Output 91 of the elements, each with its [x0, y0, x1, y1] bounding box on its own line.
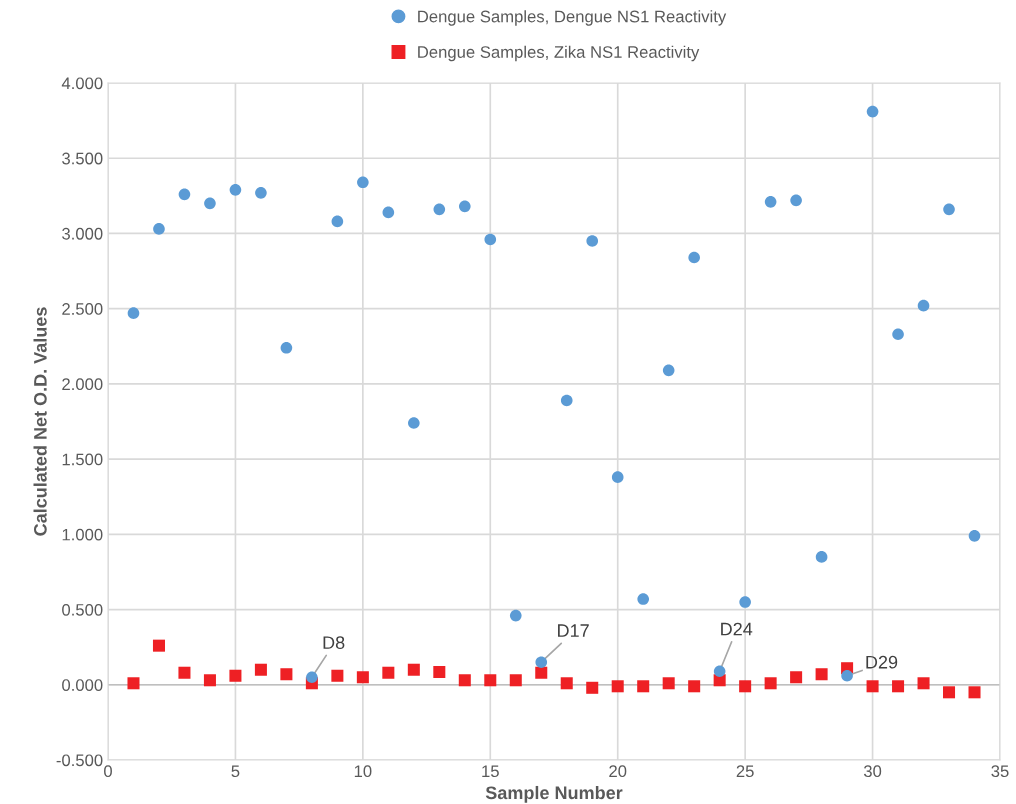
x-tick-label: 25 [736, 765, 754, 778]
point [968, 686, 981, 699]
point [586, 235, 599, 247]
annotation: D17 [558, 624, 589, 637]
point [152, 639, 165, 652]
y-axis-title: Calculated Net O.D. Values [33, 307, 47, 536]
point [255, 187, 267, 199]
y-tick-label: 1.500 [62, 453, 103, 466]
point [764, 196, 777, 208]
point [968, 530, 981, 542]
annotation: D24 [721, 622, 753, 636]
point [611, 680, 624, 693]
point [484, 233, 497, 246]
x-axis-title: Sample Number [485, 785, 623, 803]
y-tick-label: 2.500 [62, 303, 103, 315]
point [203, 674, 216, 687]
point [637, 680, 650, 693]
point [127, 307, 140, 319]
point [509, 674, 522, 687]
point [127, 677, 140, 690]
point [586, 681, 599, 694]
point [943, 203, 955, 216]
point [943, 686, 956, 699]
legend-label: Dengue Samples, Dengue NS1 Reactivity [418, 10, 727, 26]
point [841, 669, 853, 682]
point [178, 666, 191, 679]
point [892, 680, 905, 693]
point [458, 674, 471, 687]
point [153, 223, 165, 235]
point [560, 394, 573, 407]
point [280, 668, 293, 681]
point [382, 206, 395, 219]
point [688, 251, 700, 264]
point [611, 471, 624, 483]
point [637, 593, 650, 605]
point [204, 197, 216, 210]
y-tick-label: 2.000 [62, 378, 103, 391]
legend-label: Dengue Samples, Zika NS1 Reactivity [418, 45, 700, 62]
point [357, 176, 369, 189]
point [356, 671, 369, 684]
y-tick-label: 3.000 [62, 227, 103, 240]
x-tick-label: 35 [991, 765, 1009, 778]
point [331, 215, 344, 228]
point [892, 328, 904, 341]
point [535, 656, 548, 669]
point [484, 674, 497, 687]
x-tick-label: 30 [863, 765, 882, 778]
y-tick-label: -0.500 [56, 754, 103, 767]
point [790, 194, 802, 207]
point [790, 671, 803, 684]
y-tick-label: 1.000 [62, 528, 103, 541]
point [560, 677, 573, 690]
x-tick-label: 15 [482, 765, 499, 778]
point [229, 669, 242, 682]
point [866, 680, 879, 693]
point [458, 200, 471, 213]
point [662, 364, 675, 377]
y-tick-label: 0.500 [62, 603, 103, 616]
point [433, 203, 446, 216]
point [280, 341, 293, 354]
point [917, 299, 930, 312]
point [509, 609, 522, 622]
point [739, 596, 751, 608]
annotation: D29 [866, 655, 898, 669]
point [764, 677, 777, 690]
point [306, 671, 318, 684]
point [408, 417, 420, 429]
y-tick-label: 3.500 [62, 152, 103, 165]
x-tick-label: 5 [231, 765, 240, 778]
point [229, 184, 242, 196]
x-tick-label: 0 [104, 765, 112, 778]
annotation: D8 [323, 636, 345, 649]
y-tick-label: 4.000 [61, 77, 103, 90]
point [739, 680, 752, 693]
point [331, 669, 344, 682]
point [688, 680, 701, 693]
point [917, 677, 930, 690]
point [815, 551, 828, 563]
point [254, 663, 267, 676]
point [662, 677, 675, 690]
point [407, 663, 420, 676]
x-tick-label: 10 [354, 765, 372, 778]
x-tick-label: 20 [609, 765, 627, 778]
point [535, 666, 548, 679]
point [178, 188, 191, 201]
point [713, 665, 726, 678]
point [433, 665, 446, 678]
y-tick-label: 0.000 [62, 679, 103, 691]
point [382, 666, 395, 679]
point [866, 105, 879, 118]
point [815, 668, 828, 681]
